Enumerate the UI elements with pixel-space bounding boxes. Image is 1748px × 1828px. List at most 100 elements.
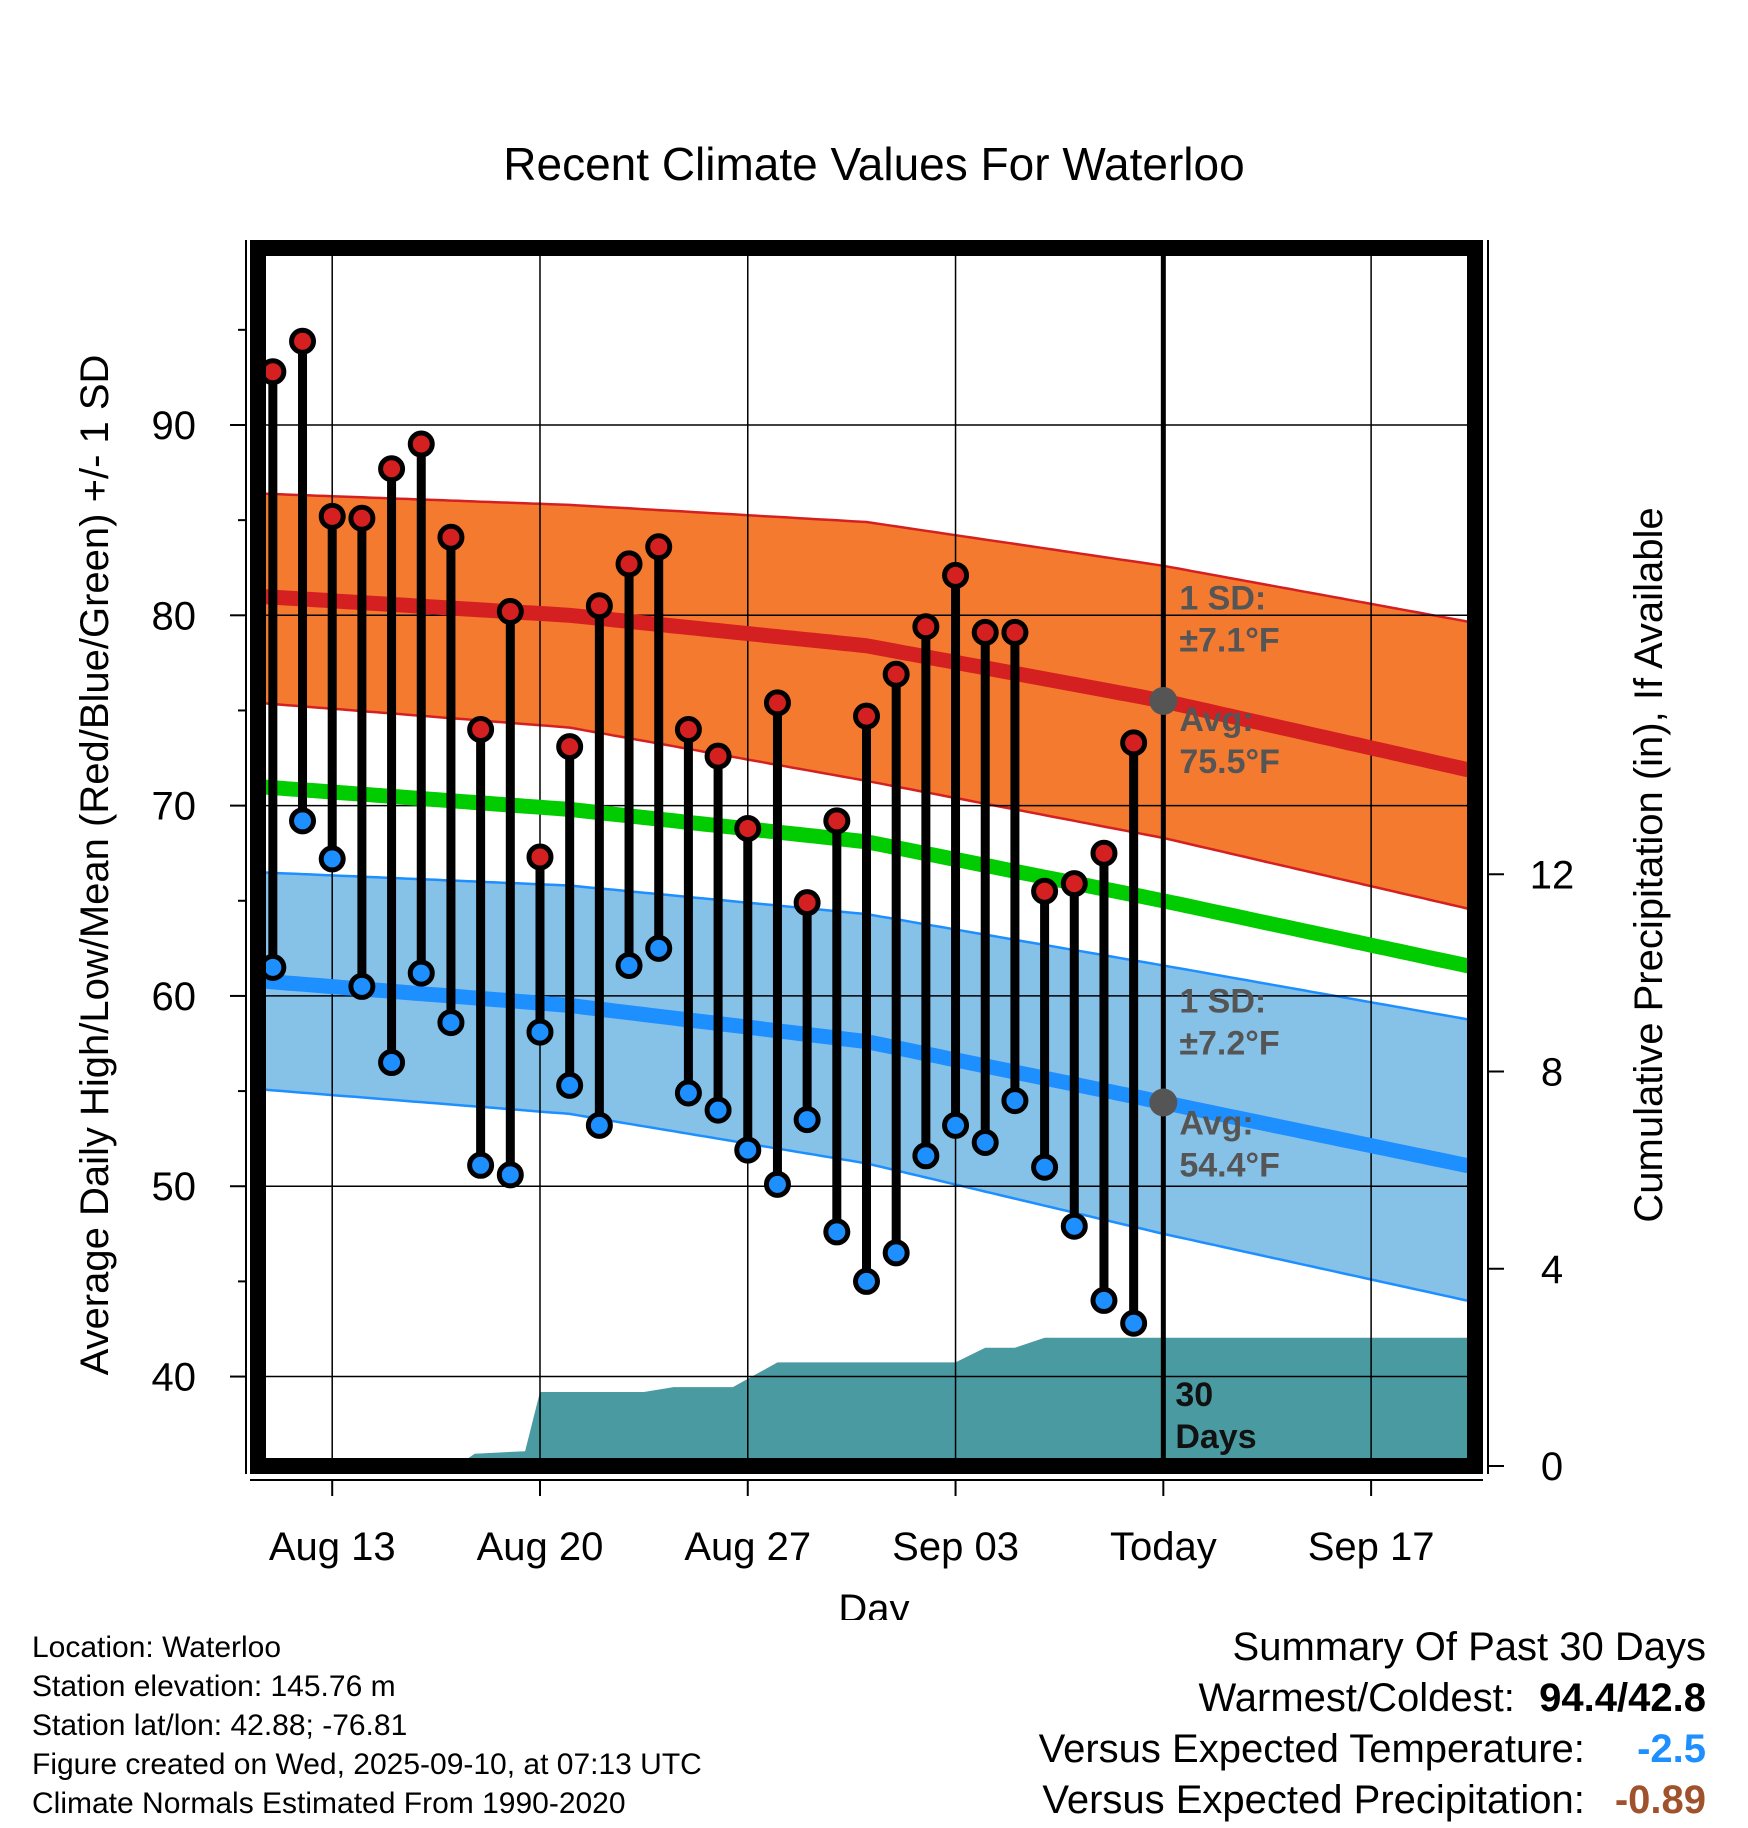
- x-tick-label: Sep 03: [892, 1525, 1019, 1569]
- chart-title: Recent Climate Values For Waterloo: [503, 138, 1244, 190]
- low-point: [1031, 1153, 1059, 1181]
- high-point: [348, 504, 376, 532]
- station-info: Location: Waterloo Station elevation: 14…: [32, 1628, 702, 1823]
- precip-area: [258, 1337, 1475, 1466]
- low-point: [496, 1161, 524, 1189]
- low-point: [1060, 1212, 1088, 1240]
- low-point: [1120, 1309, 1148, 1337]
- high-point: [882, 660, 910, 688]
- temp-label: Versus Expected Temperature:: [1038, 1727, 1585, 1771]
- high-point: [942, 561, 970, 589]
- high-point: [496, 597, 524, 625]
- high-upper-line: [258, 492, 1475, 625]
- high-point: [378, 455, 406, 483]
- y2-tick-label: 0: [1541, 1445, 1563, 1489]
- y-axis-label: Average Daily High/Low/Mean (Red/Blue/Gr…: [73, 355, 117, 1376]
- low-point: [407, 959, 435, 987]
- y-tick-label: 50: [152, 1165, 197, 1209]
- days-count-label: 30: [1175, 1376, 1213, 1414]
- x-tick-label: Aug 20: [477, 1525, 604, 1569]
- high-point: [734, 814, 762, 842]
- low-point: [318, 845, 346, 873]
- high-point: [289, 327, 317, 355]
- low-point: [585, 1111, 613, 1139]
- high-point: [823, 807, 851, 835]
- warm-cold-label: Warmest/Coldest:: [1198, 1676, 1515, 1720]
- low-sd-label: 1 SD:: [1179, 983, 1266, 1021]
- high-point: [971, 618, 999, 646]
- high-point: [585, 592, 613, 620]
- low-point: [823, 1218, 851, 1246]
- high-sd-label: 1 SD:: [1179, 579, 1266, 617]
- summary-panel: Summary Of Past 30 Days Warmest/Coldest:…: [1039, 1622, 1706, 1826]
- high-point: [407, 430, 435, 458]
- low-point: [942, 1111, 970, 1139]
- elevation-text: Station elevation: 145.76 m: [32, 1670, 396, 1703]
- x-tick-label: Today: [1110, 1525, 1217, 1569]
- high-avg-label: Avg:: [1179, 701, 1253, 739]
- plot-area: 1 SD: ±7.1°F Avg: 75.5°F 1 SD: ±7.2°F Avg: 54.4…: [258, 248, 1475, 1466]
- low-point: [348, 972, 376, 1000]
- low-avg-value: 54.4°F: [1179, 1147, 1280, 1185]
- low-point: [437, 1009, 465, 1037]
- low-point: [1001, 1087, 1029, 1115]
- high-point: [467, 715, 495, 743]
- y2-tick-label: 4: [1541, 1248, 1563, 1292]
- low-point: [971, 1128, 999, 1156]
- high-point: [793, 889, 821, 917]
- high-point: [763, 689, 791, 717]
- x-tick-label: Aug 13: [269, 1525, 396, 1569]
- low-point: [793, 1106, 821, 1134]
- climate-chart: Recent Climate Values For Waterloo 1 SD:…: [73, 138, 1671, 1620]
- high-point: [437, 523, 465, 551]
- low-point: [526, 1018, 554, 1046]
- y-tick-label: 90: [152, 404, 197, 448]
- low-point: [734, 1136, 762, 1164]
- high-point: [1120, 729, 1148, 757]
- y-tick-label: 80: [152, 594, 197, 638]
- normals-text: Climate Normals Estimated From 1990-2020: [32, 1787, 626, 1820]
- low-point: [882, 1239, 910, 1267]
- high-point: [645, 533, 673, 561]
- low-point: [645, 934, 673, 962]
- low-point: [556, 1071, 584, 1099]
- latlon-text: Station lat/lon: 42.88; -76.81: [32, 1709, 408, 1742]
- high-point: [1090, 839, 1118, 867]
- low-point: [1090, 1286, 1118, 1314]
- low-point: [704, 1096, 732, 1124]
- low-point: [674, 1079, 702, 1107]
- today-high-normal-marker: [1149, 686, 1178, 715]
- y-tick-label: 60: [152, 975, 197, 1019]
- axes: 40 50 60 70 80 90 0 4 8 12 Aug 13 Aug 20 Aug 27 Sep 0…: [152, 240, 1575, 1569]
- high-point: [556, 733, 584, 761]
- plot-content: 1 SD: ±7.1°F Avg: 75.5°F 1 SD: ±7.2°F Avg: 54.4…: [258, 248, 1475, 1466]
- high-point: [674, 715, 702, 743]
- low-avg-label: Avg:: [1179, 1105, 1253, 1143]
- summary-precip: Versus Expected Precipitation: -0.89: [1039, 1775, 1706, 1826]
- y2-tick-label: 12: [1530, 853, 1575, 897]
- low-point: [289, 807, 317, 835]
- low-point: [378, 1049, 406, 1077]
- precip-value: -0.89: [1614, 1778, 1706, 1822]
- high-point: [1001, 618, 1029, 646]
- x-tick-label: Sep 17: [1308, 1525, 1435, 1569]
- high-point: [1031, 877, 1059, 905]
- high-avg-value: 75.5°F: [1179, 743, 1280, 781]
- high-normal-line: [258, 588, 1475, 779]
- summary-temp: Versus Expected Temperature: -2.5: [1039, 1724, 1706, 1775]
- x-axis-label: Day: [838, 1587, 909, 1620]
- high-point: [912, 613, 940, 641]
- high-point: [704, 742, 732, 770]
- x-tick-label: Aug 27: [684, 1525, 811, 1569]
- low-point: [912, 1142, 940, 1170]
- summary-title: Summary Of Past 30 Days: [1232, 1625, 1706, 1669]
- created-text: Figure created on Wed, 2025-09-10, at 07…: [32, 1748, 702, 1781]
- low-point: [853, 1267, 880, 1295]
- warm-cold-value: 94.4/42.8: [1539, 1676, 1706, 1720]
- high-point: [615, 550, 643, 578]
- high-point: [318, 502, 346, 530]
- low-point: [467, 1151, 495, 1179]
- y2-axis-label: Cumulative Precipitation (in), If Availa…: [1627, 507, 1671, 1222]
- low-point: [763, 1170, 791, 1198]
- high-sd-value: ±7.1°F: [1179, 621, 1279, 659]
